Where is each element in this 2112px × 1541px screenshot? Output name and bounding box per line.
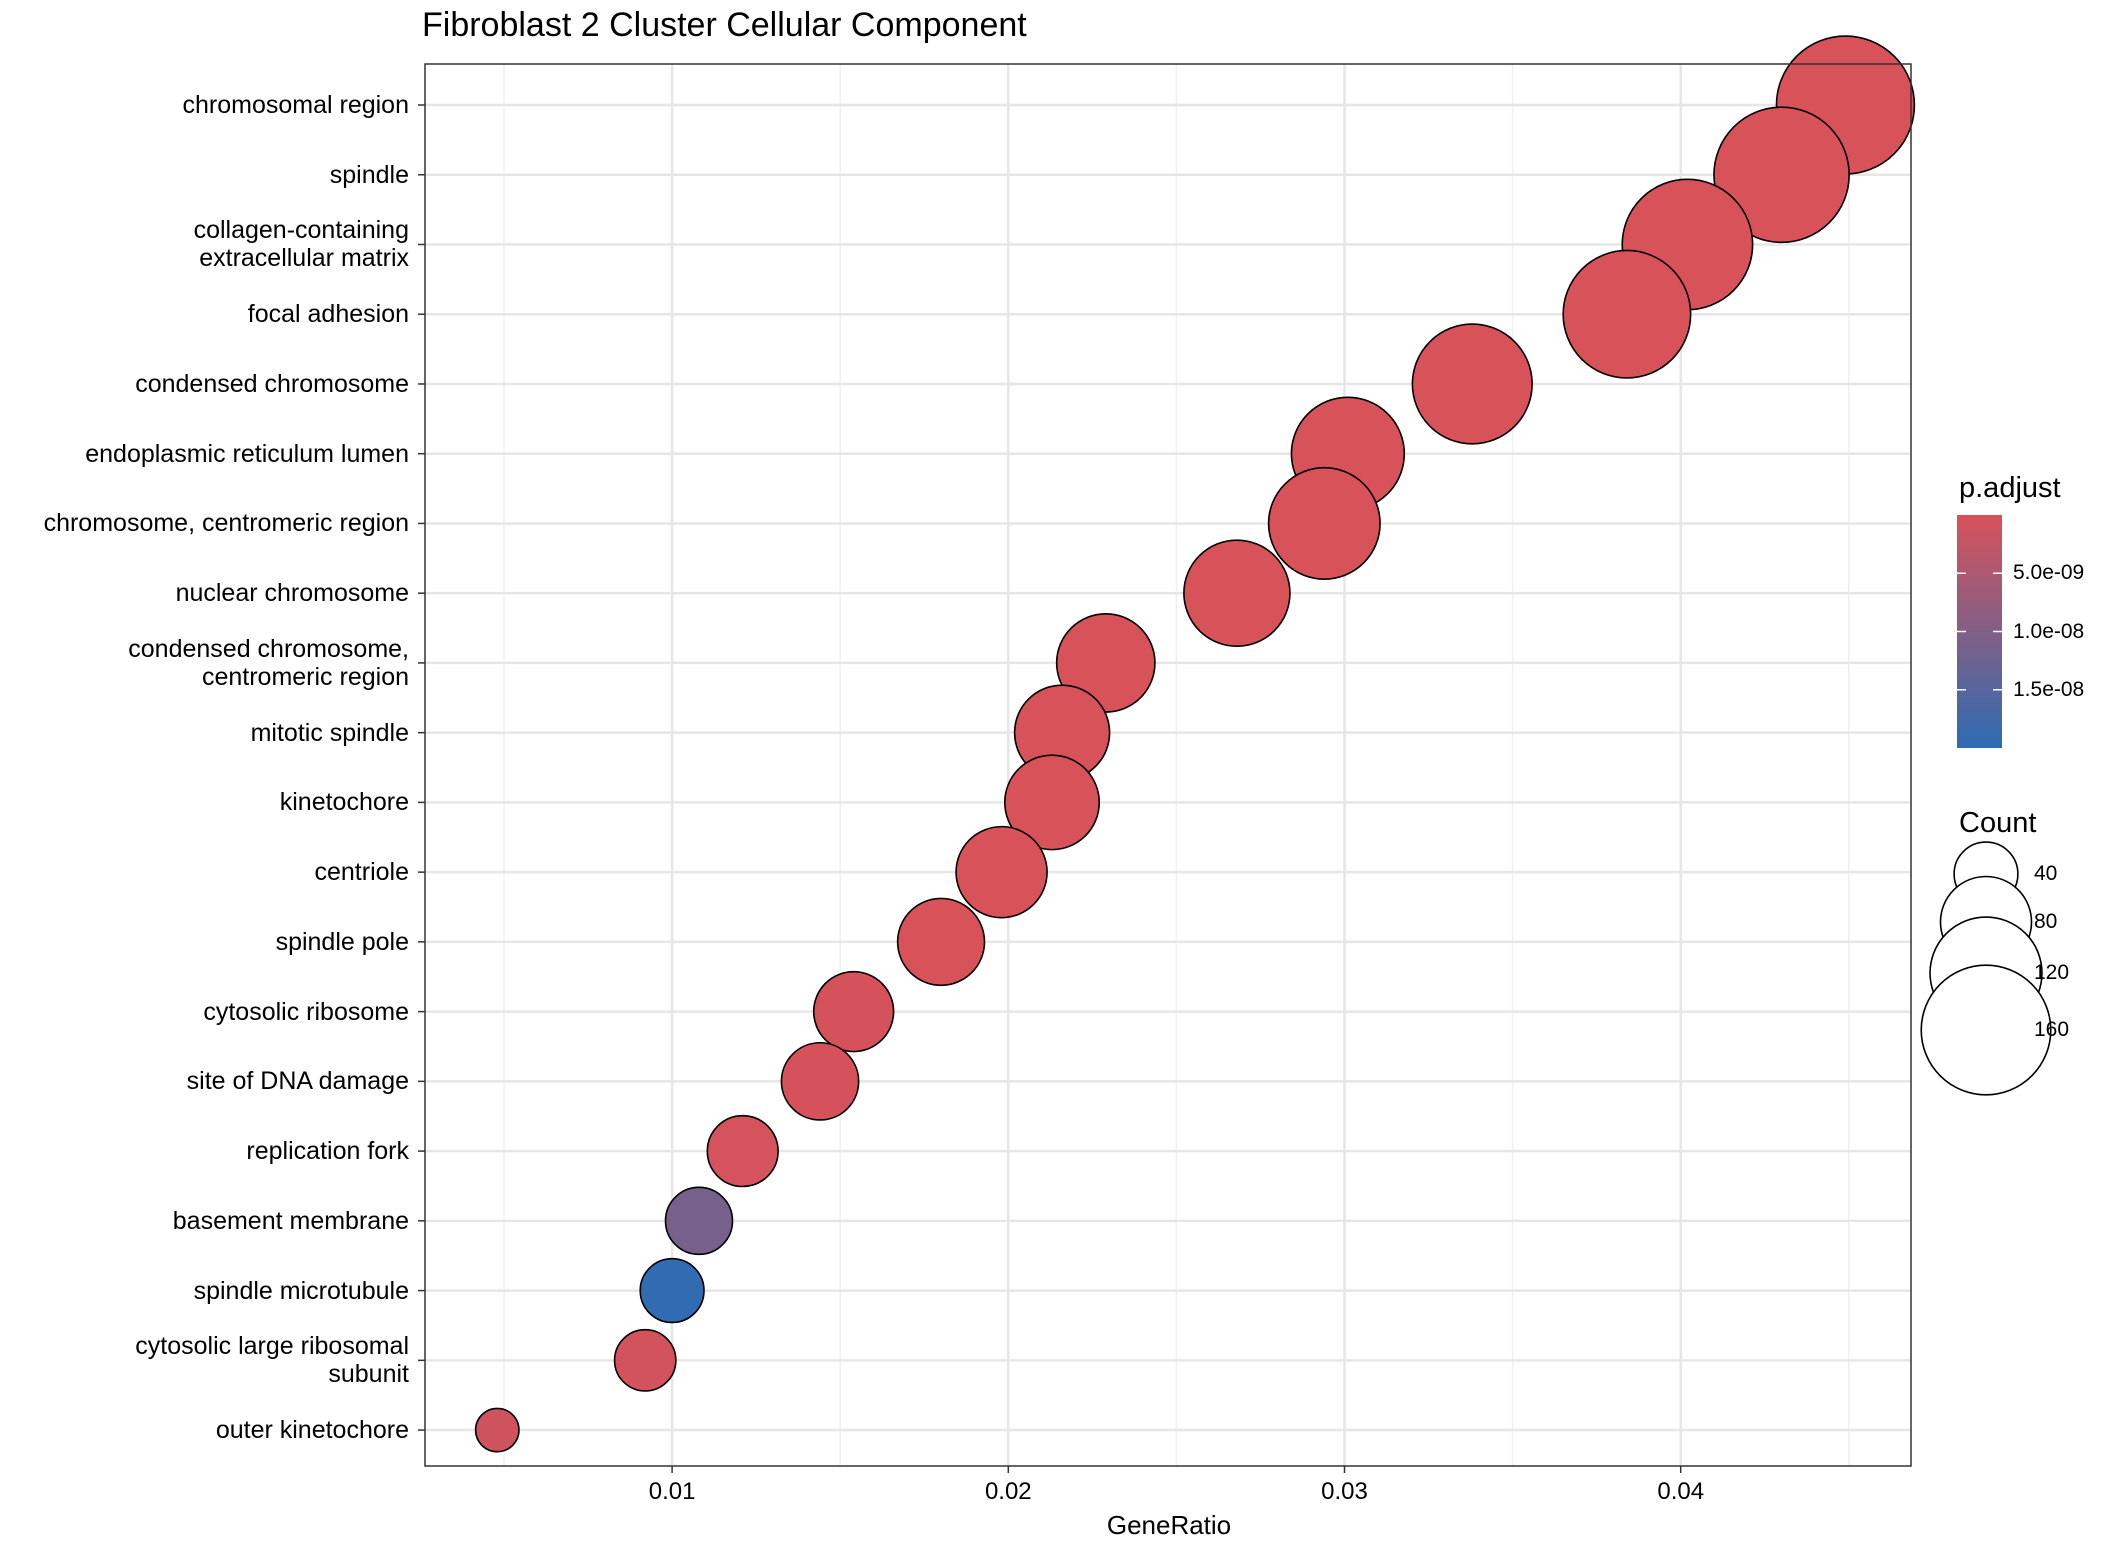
data-point bbox=[780, 1041, 860, 1121]
y-tick-label-line: spindle pole bbox=[275, 927, 409, 956]
y-tick-label-line: chromosome, centromeric region bbox=[43, 509, 409, 538]
y-tick-label-line: kinetochore bbox=[279, 788, 409, 817]
y-tick-label: collagen-containing extracellular matrix bbox=[194, 216, 409, 272]
y-tick-label: spindle bbox=[330, 161, 409, 189]
y-tick-label: outer kinetochore bbox=[216, 1416, 409, 1444]
data-point bbox=[1267, 466, 1381, 580]
x-tick-label: 0.01 bbox=[648, 1478, 696, 1505]
count-legend-label: 80 bbox=[2034, 910, 2058, 933]
data-point bbox=[664, 1186, 734, 1256]
data-points bbox=[474, 35, 1916, 1453]
data-point bbox=[896, 897, 986, 987]
y-tick-label: spindle microtubule bbox=[194, 1277, 409, 1305]
data-point bbox=[812, 970, 895, 1053]
data-point bbox=[706, 1114, 779, 1188]
colorbar-ticks bbox=[1957, 572, 2002, 691]
count-legend-keys bbox=[1920, 841, 2052, 1096]
y-tick-label: replication fork bbox=[246, 1137, 409, 1165]
y-tick-label: spindle pole bbox=[276, 928, 409, 956]
y-tick-label-line: site of DNA damage bbox=[186, 1067, 409, 1096]
y-tick-label-line: basement membrane bbox=[172, 1206, 409, 1235]
data-point bbox=[1411, 323, 1533, 445]
y-tick-label: focal adhesion bbox=[248, 300, 409, 328]
axis-ticks bbox=[418, 104, 1682, 1473]
count-legend-label: 160 bbox=[2034, 1018, 2070, 1041]
y-tick-label: chromosomal region bbox=[183, 91, 410, 119]
count-legend-title: Count bbox=[1959, 807, 2037, 839]
count-legend-label: 120 bbox=[2034, 961, 2070, 984]
y-tick-label: basement membrane bbox=[173, 1207, 409, 1235]
y-tick-label: cytosolic large ribosomal subunit bbox=[135, 1332, 409, 1388]
y-tick-label: endoplasmic reticulum lumen bbox=[85, 440, 409, 468]
chart-title: Fibroblast 2 Cluster Cellular Component bbox=[422, 6, 1027, 44]
y-tick-label-line: extracellular matrix bbox=[199, 244, 409, 273]
y-tick-label: kinetochore bbox=[280, 788, 409, 816]
padj-legend-title: p.adjust bbox=[1959, 472, 2061, 504]
colorbar-label: 1.5e-08 bbox=[2013, 677, 2085, 701]
y-tick-label-line: chromosomal region bbox=[182, 91, 410, 119]
y-tick-label-line: nuclear chromosome bbox=[175, 579, 409, 608]
x-tick-label: 0.02 bbox=[984, 1478, 1032, 1505]
data-point bbox=[1003, 754, 1101, 851]
y-tick-label: condensed chromosome, centromeric region bbox=[128, 635, 409, 691]
colorbar-label: 1.0e-08 bbox=[2013, 619, 2085, 643]
count-legend-key bbox=[1920, 964, 2052, 1096]
y-tick-label-line: collagen-containing bbox=[193, 216, 409, 245]
y-tick-label: chromosome, centromeric region bbox=[44, 509, 409, 537]
data-point bbox=[474, 1407, 520, 1453]
y-tick-label: nuclear chromosome bbox=[176, 579, 409, 607]
data-point bbox=[1055, 612, 1156, 713]
x-tick-label: 0.03 bbox=[1321, 1478, 1368, 1505]
y-tick-label-line: replication fork bbox=[246, 1137, 409, 1166]
y-tick-label: cytosolic ribosome bbox=[203, 998, 409, 1026]
y-tick-label-line: spindle bbox=[329, 160, 409, 189]
plot-panel-border bbox=[424, 63, 1912, 1467]
colorbar-label: 5.0e-09 bbox=[2013, 561, 2085, 585]
y-tick-label-line: condensed chromosome, bbox=[128, 634, 409, 663]
y-tick-label-line: condensed chromosome bbox=[135, 369, 409, 398]
data-point bbox=[1183, 539, 1291, 648]
data-point bbox=[1562, 249, 1692, 379]
y-tick-label-line: outer kinetochore bbox=[215, 1416, 409, 1445]
x-axis-title: GeneRatio bbox=[1106, 1510, 1232, 1540]
y-tick-label-line: cytosolic large ribosomal bbox=[135, 1332, 409, 1361]
y-tick-label-line: centriole bbox=[314, 858, 410, 887]
data-point bbox=[613, 1328, 677, 1392]
y-tick-label: centriole bbox=[315, 858, 410, 886]
y-tick-label-line: spindle microtubule bbox=[193, 1276, 409, 1305]
y-tick-label: site of DNA damage bbox=[187, 1067, 409, 1095]
y-tick-label: condensed chromosome bbox=[135, 370, 409, 398]
data-point bbox=[639, 1257, 705, 1324]
y-tick-label-line: mitotic spindle bbox=[250, 718, 409, 747]
y-tick-label: mitotic spindle bbox=[251, 719, 409, 747]
x-tick-label: 0.04 bbox=[1657, 1478, 1705, 1505]
data-point bbox=[955, 825, 1048, 919]
y-tick-label-line: centromeric region bbox=[201, 662, 409, 691]
data-point bbox=[1713, 106, 1850, 244]
y-tick-label-line: cytosolic ribosome bbox=[203, 997, 409, 1026]
y-tick-label-line: subunit bbox=[328, 1360, 409, 1389]
count-legend-label: 40 bbox=[2034, 862, 2058, 885]
y-tick-label-line: focal adhesion bbox=[247, 300, 409, 329]
y-tick-label-line: endoplasmic reticulum lumen bbox=[85, 439, 409, 468]
